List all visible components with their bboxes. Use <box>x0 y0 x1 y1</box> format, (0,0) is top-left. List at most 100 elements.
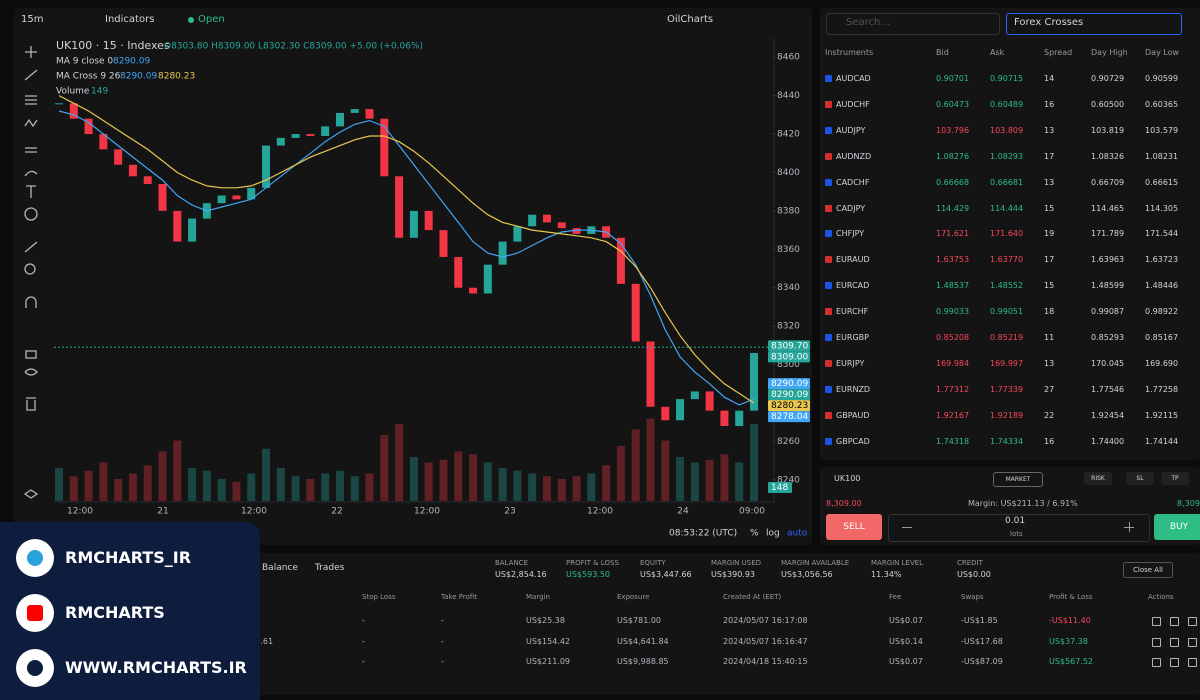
action-icon[interactable] <box>1188 617 1197 626</box>
y-tick-label: 8380 <box>777 206 800 216</box>
quote-cell: 103.579 <box>1145 125 1179 135</box>
instrument[interactable]: EURNZD <box>836 384 871 394</box>
column-header: Fee <box>889 593 902 601</box>
action-icon[interactable] <box>1188 658 1197 667</box>
quote-cell: 1.74318 <box>936 436 970 446</box>
volume-bar <box>335 470 344 501</box>
quote-cell: 11 <box>1044 333 1055 342</box>
tool-emoji[interactable] <box>24 207 38 221</box>
instrument[interactable]: EURCHF <box>836 307 869 317</box>
interval[interactable]: 15m <box>21 14 44 25</box>
action-icon[interactable] <box>1188 637 1197 647</box>
close-all[interactable]: Close All <box>1123 562 1173 578</box>
position-cell: US$154.42 <box>526 636 571 646</box>
position-cell: US$9,988.85 <box>617 657 669 666</box>
y-tick-label: 8460 <box>777 53 800 63</box>
action-icon[interactable] <box>1152 637 1161 647</box>
quote-cell: 13 <box>1044 125 1055 135</box>
quote-cell: 171.789 <box>1091 229 1125 239</box>
tool-pattern[interactable] <box>24 118 38 128</box>
y-tick-label: 8440 <box>777 91 800 101</box>
quote-cell: 0.60473 <box>936 99 970 109</box>
instrument[interactable]: EURAUD <box>836 255 870 265</box>
quote-cell: 16 <box>1044 99 1055 109</box>
tool-eye[interactable] <box>24 368 38 376</box>
tool-zoom[interactable] <box>24 263 36 275</box>
quote-cell: 1.77546 <box>1091 384 1125 394</box>
instrument[interactable]: AUDCHF <box>836 99 870 109</box>
action-icon[interactable] <box>1170 637 1179 647</box>
summary-label: PROFIT & LOSS <box>566 559 619 567</box>
tool-fib[interactable] <box>25 95 37 105</box>
volume-tag-label: 148 <box>771 483 788 493</box>
volume-bar <box>276 468 285 501</box>
tab[interactable]: Trades <box>315 563 345 573</box>
instrument[interactable]: CHFJPY <box>836 229 865 239</box>
quote-cell: 114.444 <box>990 203 1024 213</box>
tool-magnet[interactable] <box>25 296 37 308</box>
search-box[interactable] <box>826 13 1000 35</box>
instrument[interactable]: AUDJPY <box>836 125 866 135</box>
mode-button[interactable]: MARKET <box>993 472 1043 487</box>
quote-cell: 27 <box>1044 384 1055 394</box>
tool-text[interactable] <box>26 185 36 198</box>
tool-trendline[interactable] <box>24 69 38 81</box>
instrument[interactable]: CADCHF <box>836 177 870 187</box>
instrument[interactable]: CADJPY <box>836 203 866 213</box>
instrument[interactable]: GBPCAD <box>836 436 870 446</box>
action-icon[interactable] <box>1170 617 1179 626</box>
tool-lock[interactable] <box>25 350 37 359</box>
flag <box>825 308 832 316</box>
x-tick-label: 12:00 <box>587 507 613 517</box>
tool-brush[interactable] <box>24 170 38 177</box>
candle <box>646 341 655 407</box>
quote-cell: 1.77312 <box>936 384 970 394</box>
list-select[interactable] <box>1006 13 1182 35</box>
instrument[interactable]: EURGBP <box>836 333 869 342</box>
instrument[interactable]: EURCAD <box>836 281 870 291</box>
order-option[interactable]: SL <box>1126 472 1154 485</box>
tab[interactable]: Balance <box>262 563 298 573</box>
summary-value: US$390.93 <box>711 570 756 579</box>
candle <box>616 237 625 284</box>
instrument[interactable]: AUDCAD <box>836 74 871 83</box>
order-option[interactable]: RISK <box>1084 472 1112 485</box>
instrument[interactable]: GBPAUD <box>836 410 870 420</box>
tool-crosshair[interactable] <box>25 46 37 58</box>
flag <box>825 75 832 82</box>
action-icon[interactable] <box>1152 617 1161 626</box>
volume-bar <box>735 462 744 501</box>
brand[interactable]: OilCharts <box>667 14 714 25</box>
column-header: Created At (EET) <box>723 593 782 601</box>
action-icon[interactable] <box>1152 658 1161 667</box>
action-icon[interactable] <box>1170 658 1179 667</box>
tool-projection[interactable] <box>25 147 37 153</box>
quote-cell: 19 <box>1044 229 1055 239</box>
flag <box>825 100 832 108</box>
indicators-button[interactable]: Indicators <box>105 14 155 25</box>
instrument[interactable]: AUDNZD <box>836 151 872 161</box>
order-option[interactable]: TP <box>1161 472 1189 485</box>
flag <box>825 334 832 341</box>
quote-cell: 1.63723 <box>1145 255 1179 265</box>
lot-input[interactable] <box>888 514 1150 542</box>
legend-ma-cross-value: 8290.09 <box>120 72 157 82</box>
tool-layers[interactable] <box>23 489 39 499</box>
tool-trash[interactable] <box>26 397 36 411</box>
site-icon-mark <box>27 660 43 676</box>
tool-ruler[interactable] <box>24 241 38 253</box>
left-toolbar <box>14 36 48 516</box>
sell-button[interactable]: SELL <box>826 514 882 540</box>
buy-button[interactable]: BUY <box>1154 514 1200 540</box>
volume-bar <box>232 481 241 501</box>
summary-value: US$3,056.56 <box>781 570 833 579</box>
volume-bar <box>202 470 211 501</box>
price-tag-label: 8290.09 <box>771 379 808 389</box>
instrument[interactable]: EURJPY <box>836 358 865 368</box>
quote-cell: 114.305 <box>1145 203 1179 213</box>
sell-price: 8,309.00 <box>826 499 862 508</box>
quote-cell: 0.99051 <box>990 307 1024 317</box>
candle <box>247 187 256 200</box>
column-header: Actions <box>1148 593 1174 601</box>
